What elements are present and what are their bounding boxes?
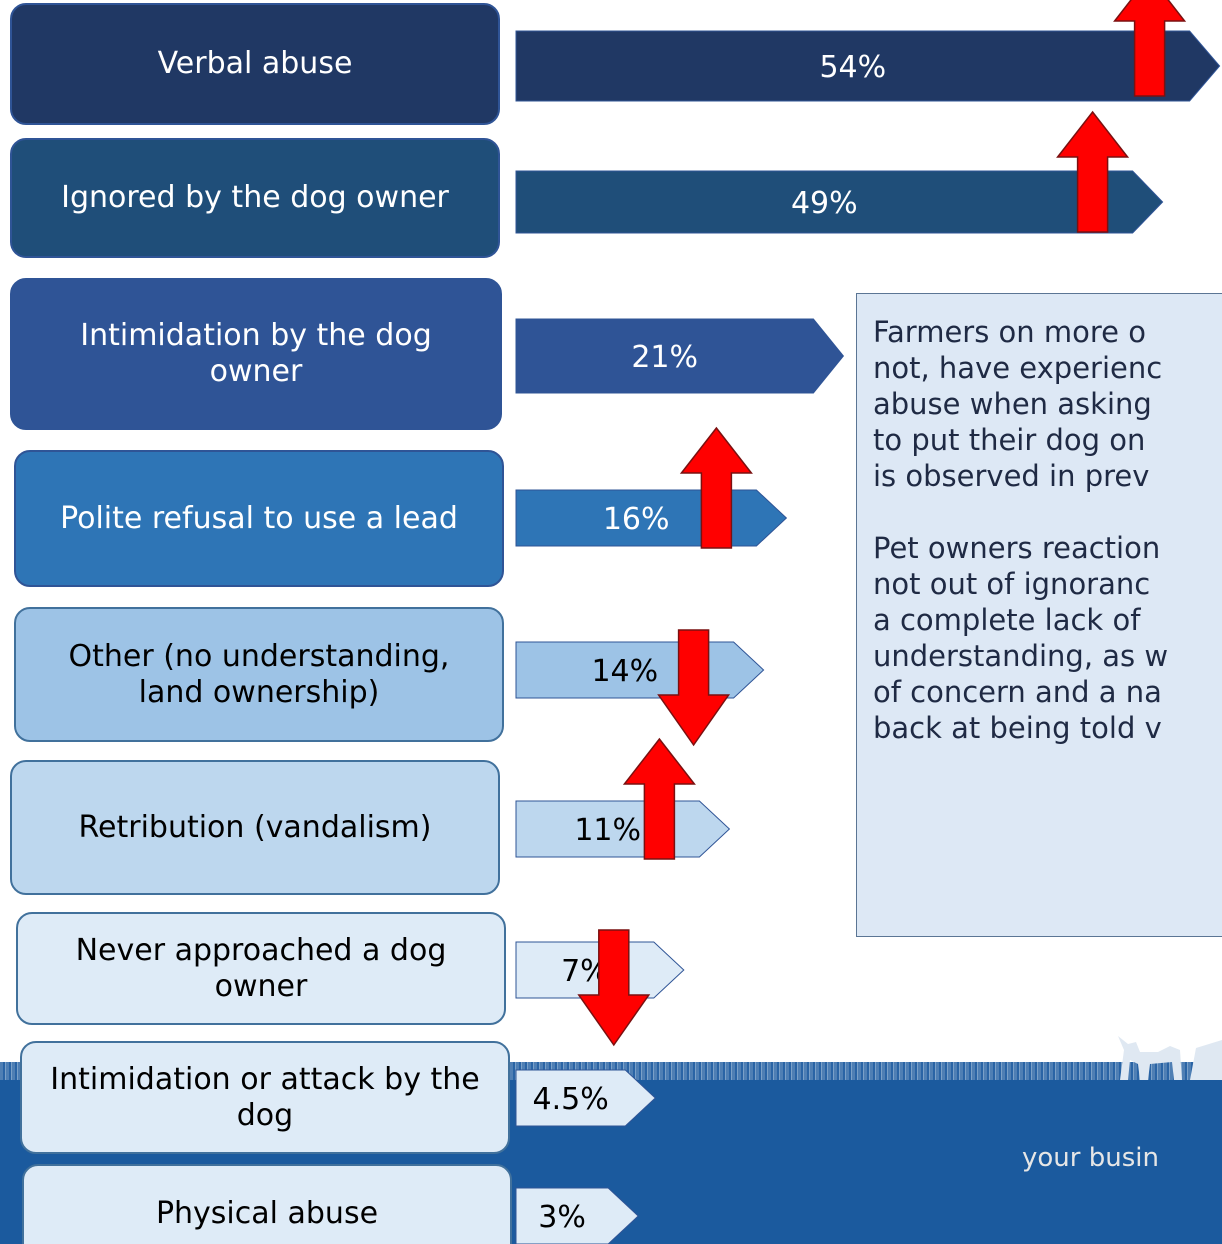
annotation-line: not out of ignoranc <box>873 567 1151 601</box>
trend-arrow <box>679 426 753 549</box>
bar <box>515 1187 639 1244</box>
trend-arrow <box>1113 0 1187 97</box>
value-label: 16% <box>603 502 670 537</box>
bar <box>515 1069 657 1127</box>
bar <box>515 30 1221 102</box>
category-label: Physical abuse <box>22 1164 512 1244</box>
annotation-paragraph: Farmers on more o not, have experienc abus… <box>873 314 1222 494</box>
trend-arrow <box>1056 110 1130 233</box>
category-label: Verbal abuse <box>10 3 500 125</box>
category-label: Retribution (vandalism) <box>10 760 500 895</box>
annotation-line: of concern and a na <box>873 675 1162 709</box>
category-label: Intimidation by the dog owner <box>10 278 502 430</box>
annotation-paragraph: Pet owners reaction not out of ignoranc a … <box>873 530 1222 746</box>
value-label: 11% <box>574 813 641 848</box>
annotation-line: a complete lack of <box>873 603 1141 637</box>
annotation-line: is observed in prev <box>873 459 1150 493</box>
annotation-line: back at being told v <box>873 711 1162 745</box>
annotation-line: not, have experienc <box>873 351 1163 385</box>
trend-arrow <box>622 737 696 860</box>
value-label: 54% <box>819 50 886 85</box>
category-label: Ignored by the dog owner <box>10 138 500 258</box>
value-label: 4.5% <box>533 1082 609 1117</box>
category-label: Polite refusal to use a lead <box>14 450 504 587</box>
annotation-box: Farmers on more o not, have experienc abus… <box>856 293 1222 937</box>
category-label: Intimidation or attack by the dog <box>20 1041 510 1154</box>
value-label: 49% <box>791 186 858 221</box>
value-label: 21% <box>631 340 698 375</box>
value-label: 14% <box>591 654 658 689</box>
trend-arrow <box>657 629 731 747</box>
value-label: 3% <box>538 1200 586 1235</box>
annotation-line: to put their dog on <box>873 423 1146 457</box>
category-label: Other (no understanding, land ownership) <box>14 607 504 742</box>
annotation-line: Pet owners reaction <box>873 531 1161 565</box>
dog-silhouette <box>1118 1036 1222 1080</box>
annotation-line: abuse when asking <box>873 387 1152 421</box>
bar <box>515 170 1164 234</box>
trend-arrow <box>577 929 651 1047</box>
footer-text: your busin <box>1022 1143 1159 1173</box>
annotation-line: understanding, as w <box>873 639 1169 673</box>
annotation-line: Farmers on more o <box>873 315 1146 349</box>
bar <box>515 318 845 394</box>
category-label: Never approached a dog owner <box>16 912 506 1025</box>
